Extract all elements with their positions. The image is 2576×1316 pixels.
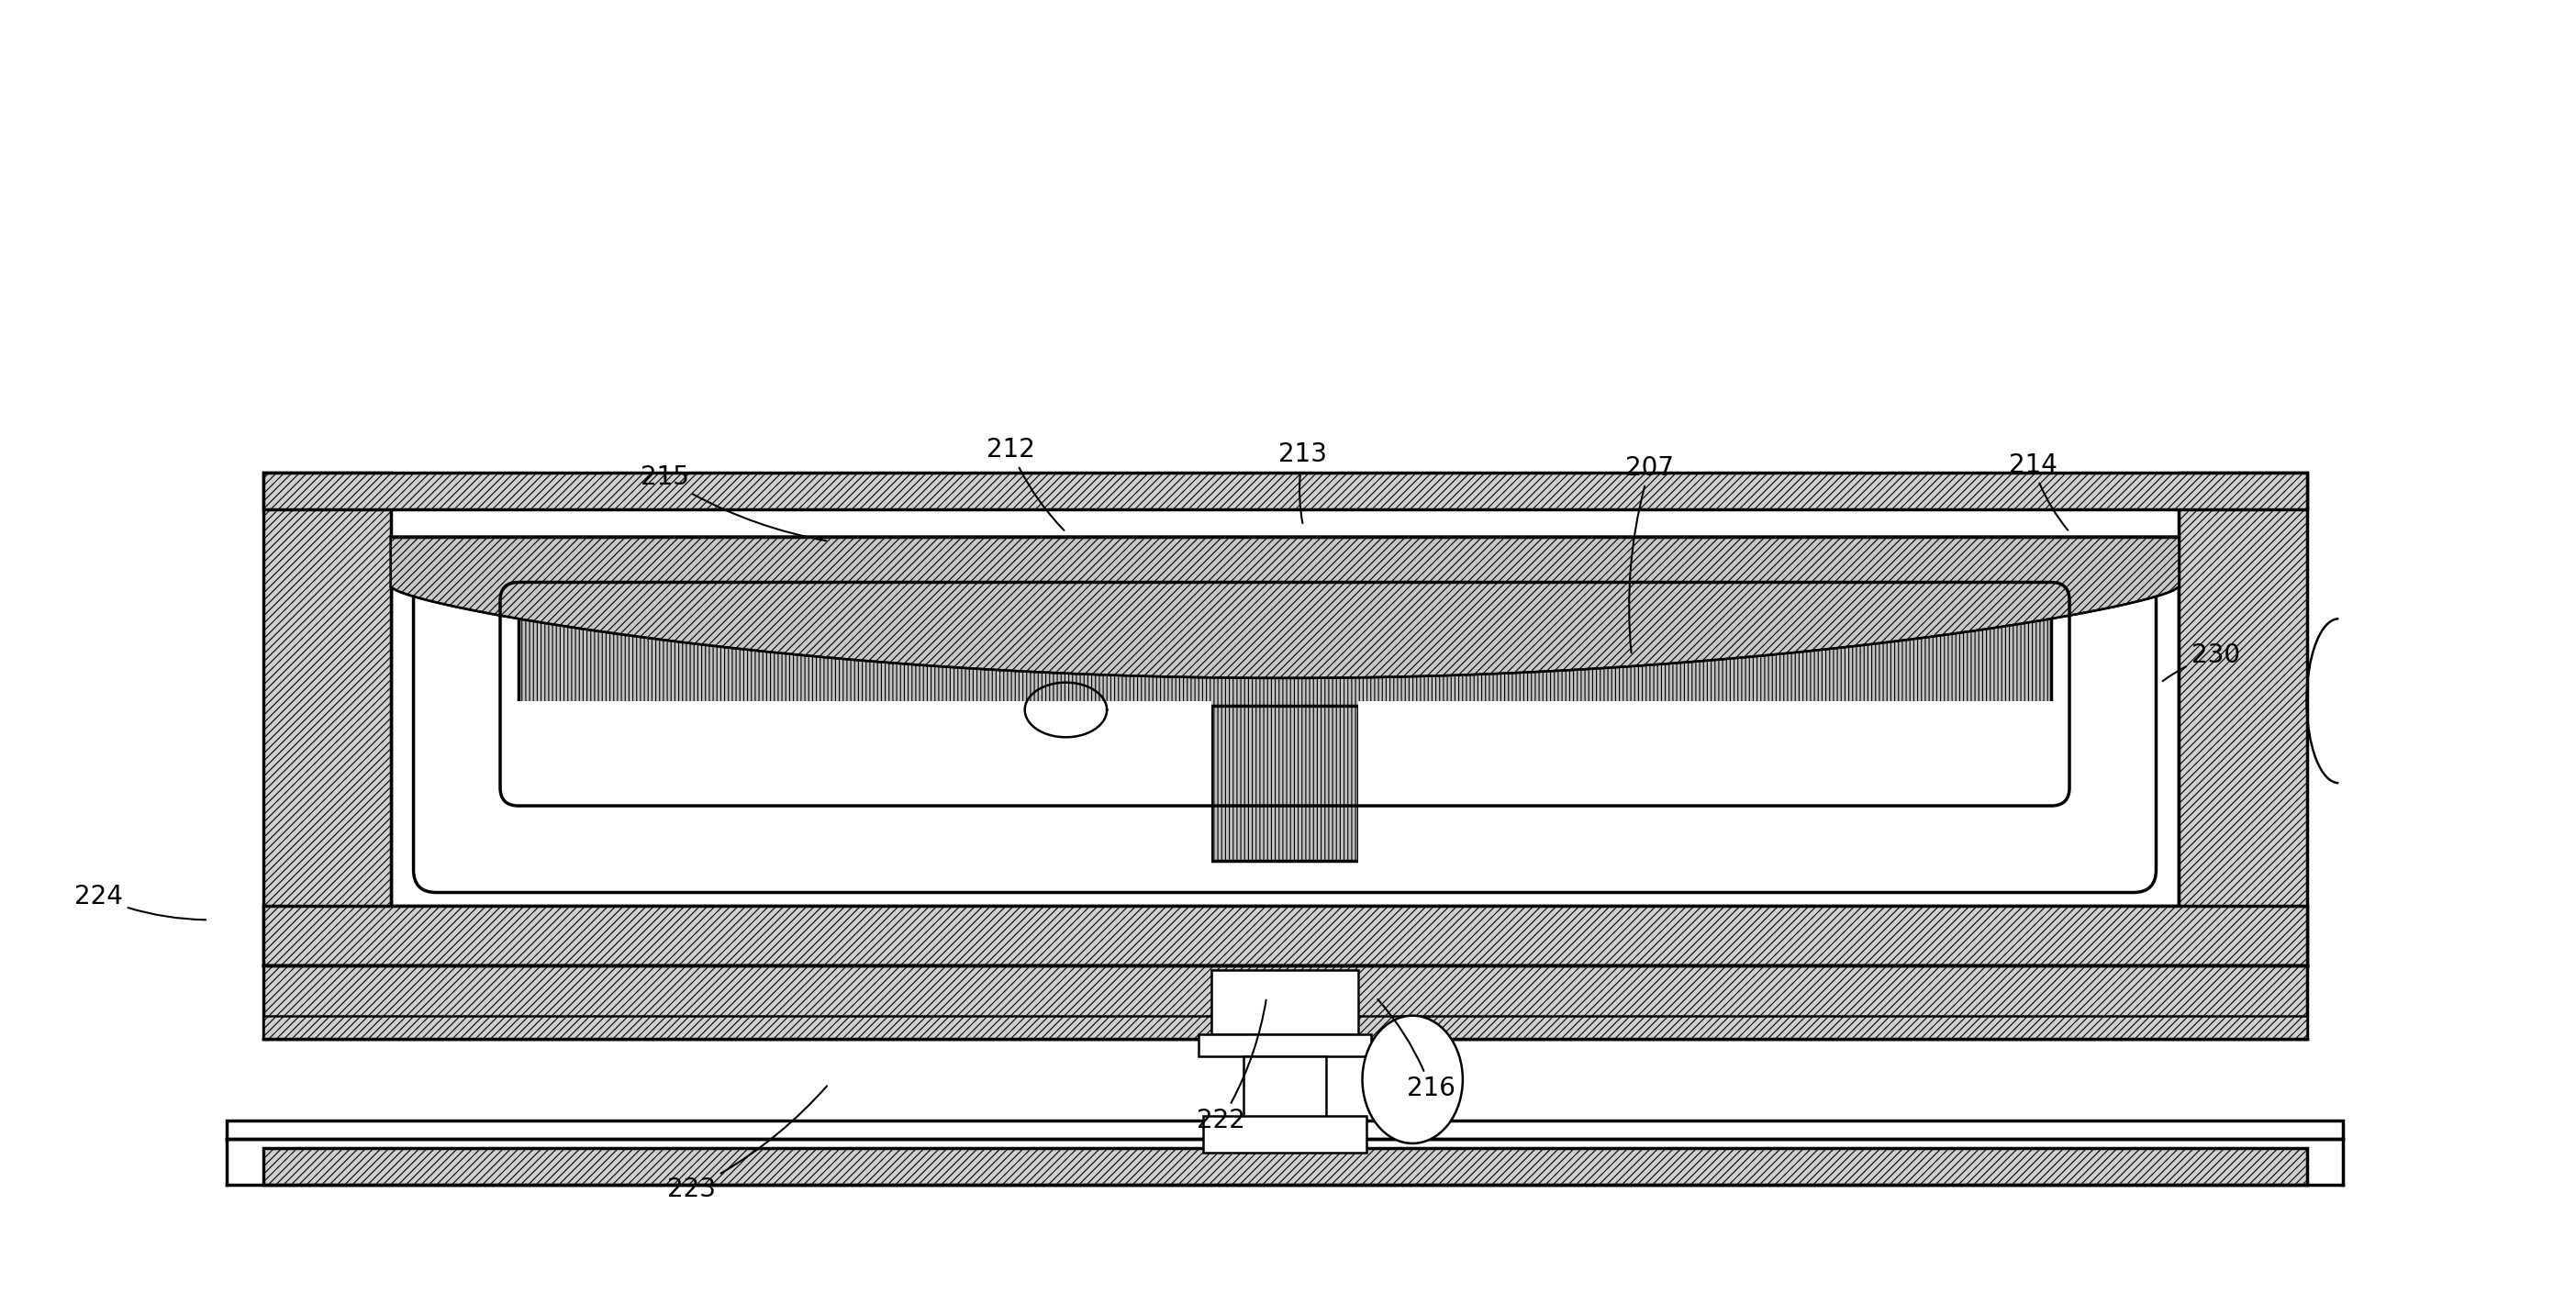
Text: 223: 223 (667, 1086, 827, 1202)
Bar (2179, 472, 2306, 966)
Text: 212: 212 (987, 437, 1064, 530)
Bar (263, 1016, 2306, 1038)
Text: 215: 215 (639, 465, 827, 541)
Text: 213: 213 (1278, 442, 1327, 524)
Bar (263, 472, 2306, 509)
Polygon shape (392, 537, 2179, 678)
Bar (263, 1148, 2306, 1184)
Text: 207: 207 (1625, 455, 1674, 653)
Bar (392, 537, 2179, 907)
Bar (1244, 1057, 1327, 1121)
Text: 224: 224 (75, 884, 206, 920)
Bar (1358, 701, 2128, 865)
Bar (440, 701, 1211, 865)
Bar (227, 1121, 2344, 1138)
Bar (1211, 970, 1358, 1034)
Bar (263, 907, 2306, 966)
Bar (518, 600, 2050, 787)
Bar (1198, 1034, 1370, 1057)
FancyBboxPatch shape (415, 541, 2156, 892)
Text: 214: 214 (2009, 453, 2069, 530)
Bar (263, 966, 2306, 1038)
Bar (1203, 1116, 1368, 1153)
Text: 216: 216 (1378, 999, 1455, 1101)
Bar (263, 472, 392, 966)
Text: 230: 230 (2164, 642, 2239, 682)
Text: 222: 222 (1198, 1000, 1267, 1133)
Bar (1211, 705, 1358, 861)
Ellipse shape (1363, 1016, 1463, 1144)
